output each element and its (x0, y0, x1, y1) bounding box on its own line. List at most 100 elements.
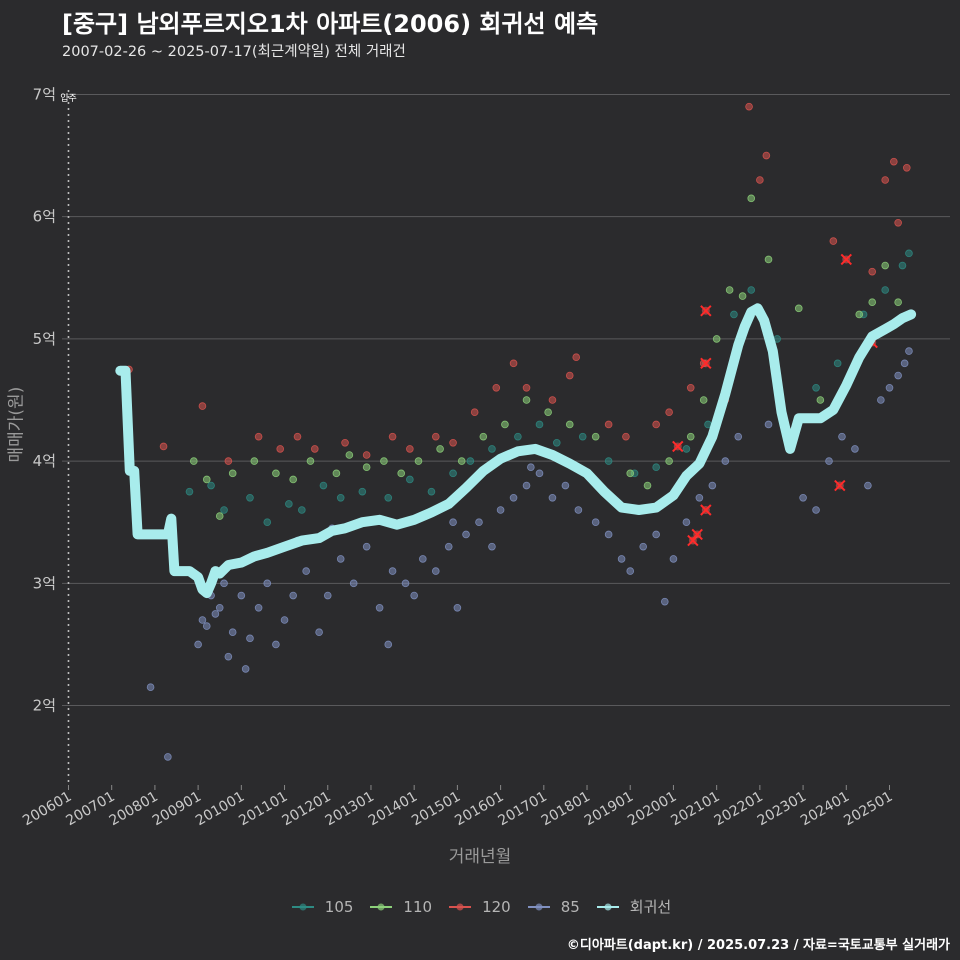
data-point-85 (799, 493, 807, 502)
data-point-110 (816, 396, 825, 404)
legend-item: 회귀선 (594, 896, 671, 917)
data-point-85 (302, 567, 310, 575)
data-point-105 (466, 457, 475, 465)
data-point-105 (747, 286, 756, 294)
highlight-cross (700, 504, 712, 516)
legend-key (596, 903, 619, 910)
data-point-120 (894, 218, 902, 227)
data-point-85 (246, 634, 254, 643)
data-point-85 (838, 432, 846, 441)
x-tick-label: 201201 (279, 789, 333, 830)
x-tick-label: 200601 (20, 789, 74, 830)
x-tick-label: 202201 (712, 789, 766, 830)
data-point-105 (449, 469, 457, 478)
data-point-105 (220, 506, 228, 514)
data-point-85 (211, 610, 220, 618)
highlight-marker (840, 253, 852, 266)
data-point-85 (220, 579, 228, 588)
x-tick-label: 202401 (798, 789, 852, 830)
data-point-120 (572, 353, 581, 362)
y-tick-label: 5억 (33, 330, 56, 348)
data-point-110 (479, 432, 488, 441)
x-axis-ticks: 2006012007012008012009012010012011012012… (20, 785, 896, 830)
legend-label: 110 (403, 897, 433, 916)
x-tick-label: 202101 (668, 789, 722, 830)
highlight-marker (700, 357, 712, 370)
data-point-110 (565, 420, 574, 429)
highlight-marker (700, 504, 712, 516)
highlight-cross (840, 253, 852, 266)
data-point-85 (384, 640, 393, 649)
x-tick-label: 200701 (63, 789, 117, 830)
data-point-85 (146, 683, 155, 692)
move-in-annotation: 입주 (60, 90, 77, 785)
data-point-120 (756, 176, 764, 184)
data-point-85 (900, 359, 909, 368)
legend: 105 110 120 85 회귀선 (0, 896, 960, 917)
x-tick-label: 201701 (496, 789, 550, 830)
legend-item: 120 (446, 896, 511, 917)
data-point-110 (522, 396, 531, 404)
y-axis-ticks: 2억 3억 4억 5억 6억 7억 (33, 85, 56, 714)
data-point-110 (868, 298, 877, 307)
data-point-110 (591, 432, 600, 441)
data-point-120 (522, 383, 531, 392)
regression-line-group (115, 303, 917, 599)
data-point-85 (198, 616, 207, 624)
data-point-105 (285, 500, 293, 508)
data-point-85 (591, 518, 600, 527)
data-point-85 (535, 469, 544, 478)
data-point-110 (686, 432, 695, 441)
data-point-85 (228, 628, 237, 637)
data-point-110 (228, 469, 237, 478)
data-point-85 (721, 457, 730, 465)
data-point-85 (695, 493, 704, 502)
x-tick-label: 201401 (366, 789, 420, 830)
data-point-85 (652, 530, 660, 539)
data-point-85 (604, 530, 613, 539)
data-point-105 (604, 457, 613, 465)
data-point-105 (898, 261, 907, 270)
data-point-85 (527, 463, 535, 472)
x-tick-label: 201101 (236, 789, 290, 830)
highlight-cross (700, 357, 712, 370)
data-point-105 (336, 493, 345, 502)
x-tick-label: 201301 (323, 789, 377, 830)
data-point-120 (652, 420, 660, 429)
data-point-120 (665, 408, 673, 417)
data-point-85 (682, 518, 691, 527)
data-point-85 (453, 603, 462, 612)
data-point-110 (699, 396, 708, 404)
x-tick-label: 201501 (409, 789, 463, 830)
data-point-120 (686, 383, 695, 392)
data-point-110 (738, 292, 747, 300)
data-point-120 (509, 359, 518, 368)
data-point-110 (626, 469, 635, 478)
data-point-85 (202, 622, 211, 630)
data-point-120 (449, 438, 457, 447)
data-point-85 (164, 753, 172, 761)
data-point-120 (902, 163, 911, 172)
data-point-85 (280, 616, 289, 624)
data-point-120 (406, 445, 414, 453)
data-point-120 (565, 371, 574, 380)
data-point-105 (682, 445, 691, 453)
data-point-85 (496, 506, 505, 514)
data-point-110 (894, 298, 902, 307)
data-point-85 (419, 555, 427, 563)
legend-key (291, 903, 314, 910)
data-point-85 (617, 555, 626, 563)
data-point-120 (388, 432, 397, 441)
data-point-105 (552, 438, 561, 447)
y-tick-label: 2억 (33, 697, 56, 715)
legend-item: 110 (367, 896, 432, 917)
data-point-120 (293, 432, 302, 441)
data-point-85 (905, 347, 913, 355)
data-point-85 (669, 555, 678, 563)
data-point-85 (431, 567, 440, 575)
data-point-110 (362, 463, 371, 472)
grid-lines (62, 93, 950, 707)
data-point-105 (246, 493, 254, 502)
data-point-85 (410, 591, 418, 600)
